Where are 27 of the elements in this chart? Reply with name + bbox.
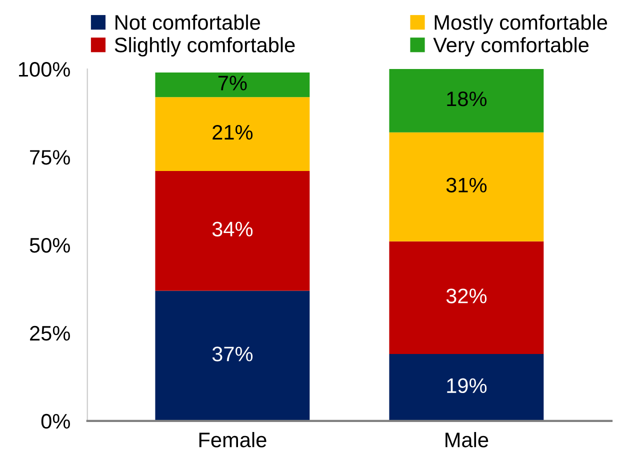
x-tick-label: Male (446, 432, 488, 448)
y-tick-label: 0% (41, 414, 70, 429)
data-label: 31% (446, 178, 487, 192)
x-tick-label: Female (199, 432, 266, 448)
data-label: 21% (212, 124, 253, 140)
data-label: 7% (218, 76, 247, 90)
legend-label: Mostly comfortable (434, 14, 608, 34)
y-tick-label: 25% (30, 326, 70, 341)
bar (389, 241, 544, 354)
y-tick-label: 50% (30, 238, 70, 253)
data-label: 18% (447, 92, 487, 106)
y-tick-label: 100% (19, 62, 70, 77)
bar (389, 69, 544, 132)
bar (155, 97, 310, 172)
bar (389, 132, 544, 242)
data-label: 34% (212, 222, 253, 236)
y-tick-label: 75% (30, 150, 70, 165)
legend-label: Very comfortable (433, 37, 589, 56)
legend-label: Not comfortable (116, 14, 260, 30)
data-label: 37% (212, 346, 253, 362)
bar (155, 72, 310, 98)
bar (155, 290, 310, 421)
bar (389, 354, 544, 421)
data-label: 32% (446, 288, 487, 304)
legend-label: Slightly comfortable (114, 37, 295, 56)
bar (155, 171, 310, 291)
data-label: 19% (447, 378, 487, 394)
